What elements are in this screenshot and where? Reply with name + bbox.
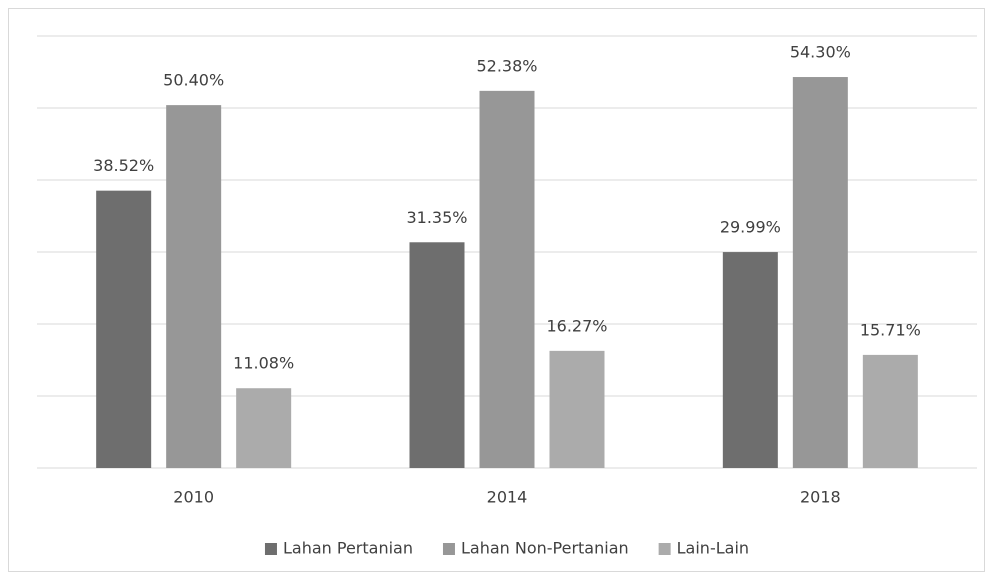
- data-label: 52.38%: [476, 56, 537, 75]
- legend-label: Lahan Non-Pertanian: [461, 539, 629, 558]
- bar: [166, 105, 222, 469]
- legend-swatch: [658, 543, 671, 555]
- bar: [722, 252, 778, 468]
- data-label: 38.52%: [93, 156, 154, 175]
- bar: [409, 242, 465, 468]
- bar: [479, 90, 535, 468]
- data-label: 31.35%: [406, 208, 467, 227]
- bar: [792, 77, 848, 468]
- bar: [862, 354, 918, 468]
- legend-label: Lain-Lain: [677, 539, 749, 558]
- x-tick-label: 2010: [173, 488, 214, 507]
- data-label: 16.27%: [546, 316, 607, 335]
- x-tick-label: 2018: [800, 488, 841, 507]
- bar: [236, 388, 292, 468]
- legend-swatch: [442, 543, 455, 555]
- data-label: 54.30%: [790, 43, 851, 62]
- bar: [96, 190, 152, 468]
- legend-label: Lahan Pertanian: [283, 539, 413, 558]
- bar: [549, 350, 605, 468]
- x-tick-label: 2014: [487, 488, 528, 507]
- data-label: 50.40%: [163, 71, 224, 90]
- data-label: 15.71%: [860, 320, 921, 339]
- data-label: 29.99%: [720, 218, 781, 237]
- data-label: 11.08%: [233, 354, 294, 373]
- legend-swatch: [264, 543, 277, 555]
